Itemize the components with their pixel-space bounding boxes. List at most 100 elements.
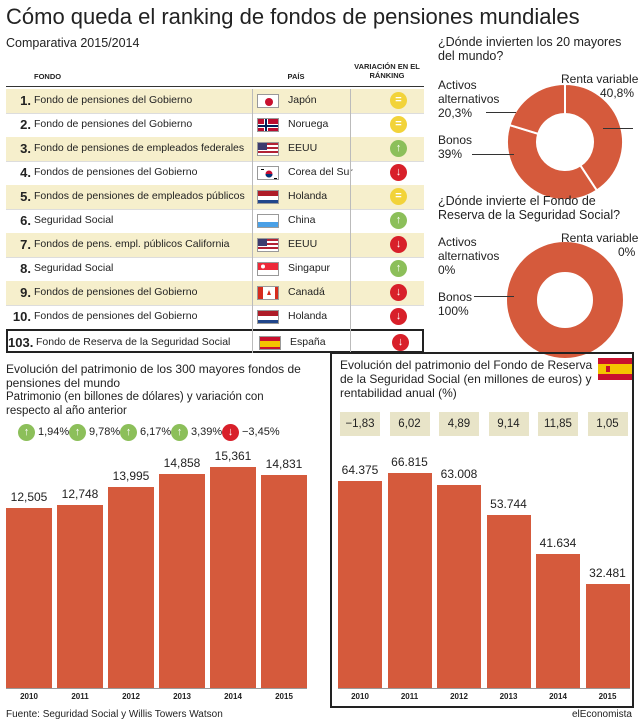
donut1-title: ¿Dónde invierten los 20 mayores del mund…: [438, 35, 622, 63]
rentabilidad-value: 11,85: [538, 412, 578, 436]
bar-value-label: 13,995: [112, 468, 150, 483]
rank-change-up-icon: ↑: [69, 424, 86, 441]
row-divider: [6, 113, 424, 114]
x-tick-label: 2011: [400, 692, 419, 701]
fund-name: Fondo de pensiones de empleados federale…: [34, 142, 245, 154]
x-tick-label: 2015: [598, 692, 617, 701]
rentabilidad-value: 4,89: [439, 412, 479, 436]
donut2-title: ¿Dónde invierte el Fondo de Reserva de l…: [438, 194, 621, 222]
source-note: Fuente: Seguridad Social y Willis Towers…: [6, 709, 223, 720]
bar2-title-line3: rentabilidad anual: [340, 386, 435, 400]
bar-value-label: 66.815: [391, 455, 428, 470]
variation-label: −3,45%: [242, 426, 280, 438]
rank-number: 2.: [20, 117, 31, 132]
x-tick-label: 2011: [71, 692, 89, 701]
rank-number: 9.: [20, 285, 31, 300]
rank-number: 8.: [20, 261, 31, 276]
table-row: 10. Fondos de pensiones del Gobierno Holan…: [6, 305, 424, 329]
rentabilidad-value: 1,05: [587, 412, 628, 436]
bar: [57, 504, 103, 688]
row-divider: [6, 209, 424, 210]
donut-slice: [507, 242, 623, 358]
variation-label: 9,78%: [89, 426, 121, 438]
bar2-title-sub: (en millones de euros): [463, 372, 583, 386]
donut2-value-alternativos: 0%: [438, 263, 456, 277]
bar: [261, 474, 307, 688]
spain-flag-icon: [259, 336, 281, 350]
table-row: 3. Fondo de pensiones de empleados federa…: [6, 137, 424, 161]
variation-label: 6,17%: [140, 426, 172, 438]
donut2-chart: [507, 242, 623, 358]
rank-change-down-icon: ↓: [392, 334, 409, 351]
rank-number: 6.: [20, 213, 31, 228]
fund-name: Fondos de pensiones del Gobierno: [34, 286, 198, 298]
rank-number: 5.: [20, 189, 31, 204]
x-tick-label: 2014: [549, 692, 567, 701]
donut1-label-bonos: Bonos: [438, 133, 473, 147]
bar1-title: Evolución del patrimonio de los 300 mayo…: [6, 362, 301, 390]
row-divider: [6, 161, 424, 162]
donut-slice: [506, 123, 599, 201]
table-row: 5. Fondos de pensiones de empleados públi…: [6, 185, 424, 209]
bar2-title-unit: (%): [438, 386, 457, 400]
bar-value-label: 14,858: [163, 456, 201, 471]
page-subtitle: Comparativa 2015/2014: [6, 36, 140, 50]
table-row: 6. Seguridad Social China ↑: [6, 209, 424, 233]
rank-change-same-icon: =: [390, 188, 407, 205]
x-tick-label: 2012: [122, 692, 140, 701]
bar: [108, 486, 154, 688]
header-variacion: VARIACIÓN EN EL RÁNKING: [354, 62, 420, 80]
rank-change-up-icon: ↑: [390, 212, 407, 229]
donut2-label-renta: Renta variable: [561, 231, 639, 245]
norway-flag-icon: [257, 118, 279, 132]
china-flag-icon: [257, 214, 279, 228]
bar: [6, 508, 52, 688]
variation-label: 3,39%: [191, 426, 223, 438]
donut1-value-renta: 40,8%: [600, 86, 635, 100]
rank-change-up-icon: ↑: [390, 260, 407, 277]
rank-change-same-icon: =: [390, 92, 407, 109]
bar: [338, 481, 382, 688]
x-tick-label: 2013: [173, 692, 191, 701]
table-row: 103. Fondo de Reserva de la Seguridad Soc…: [6, 329, 424, 353]
x-axis: [338, 688, 630, 689]
bar1-subtitle: Patrimonio (en billones de dólares) y va…: [6, 391, 264, 417]
rentabilidad-value: 6,02: [389, 412, 430, 436]
donut1-label-renta: Renta variable: [561, 72, 639, 86]
rank-number: 103.: [8, 335, 34, 350]
ranking-table: FONDO PAÍS VARIACIÓN EN EL RÁNKING 1. Fon…: [6, 56, 426, 353]
rentabilidad-value: 9,14: [488, 412, 529, 436]
country-name: Holanda: [288, 190, 328, 202]
bar-value-label: 53.744: [490, 497, 527, 512]
fund-name: Fondo de pensiones del Gobierno: [34, 94, 193, 106]
rank-change-up-icon: ↑: [171, 424, 188, 441]
bar-value-label: 64.375: [341, 463, 379, 478]
bar-value-label: 15,361: [214, 449, 252, 464]
brand-logo: elEconomista: [571, 709, 632, 720]
japan-flag-icon: [257, 94, 279, 108]
rank-number: 1.: [20, 93, 31, 108]
rank-change-down-icon: ↓: [390, 236, 407, 253]
x-tick-label: 2010: [351, 692, 369, 701]
donut2-label-alternativos: Activos alternativos: [438, 235, 500, 263]
bar-value-label: 41.634: [539, 536, 577, 551]
x-tick-label: 2012: [450, 692, 468, 701]
column-divider: [350, 89, 351, 353]
donut1-leader-renta: [603, 128, 633, 129]
country-name: EEUU: [288, 238, 318, 250]
donut2-label-bonos: Bonos: [438, 290, 473, 304]
fund-name: Fondos de pensiones del Gobierno: [34, 166, 198, 178]
fund-name: Fondos de pensiones del Gobierno: [34, 310, 198, 322]
country-name: Canadá: [288, 286, 325, 298]
rank-change-down-icon: ↓: [390, 308, 407, 325]
bar2-frame: [330, 352, 634, 708]
country-name: China: [288, 214, 316, 226]
bar: [486, 515, 531, 688]
rank-change-down-icon: ↓: [390, 284, 407, 301]
usa-flag-icon: [257, 142, 279, 156]
rank-number: 10.: [12, 309, 31, 324]
bar2-title: Evolución del patrimonio del Fondo de Re…: [340, 358, 602, 400]
table-row: 1. Fondo de pensiones del Gobierno Japón =: [6, 89, 424, 113]
singapore-flag-icon: [257, 262, 279, 276]
country-name: Singapur: [288, 262, 331, 274]
